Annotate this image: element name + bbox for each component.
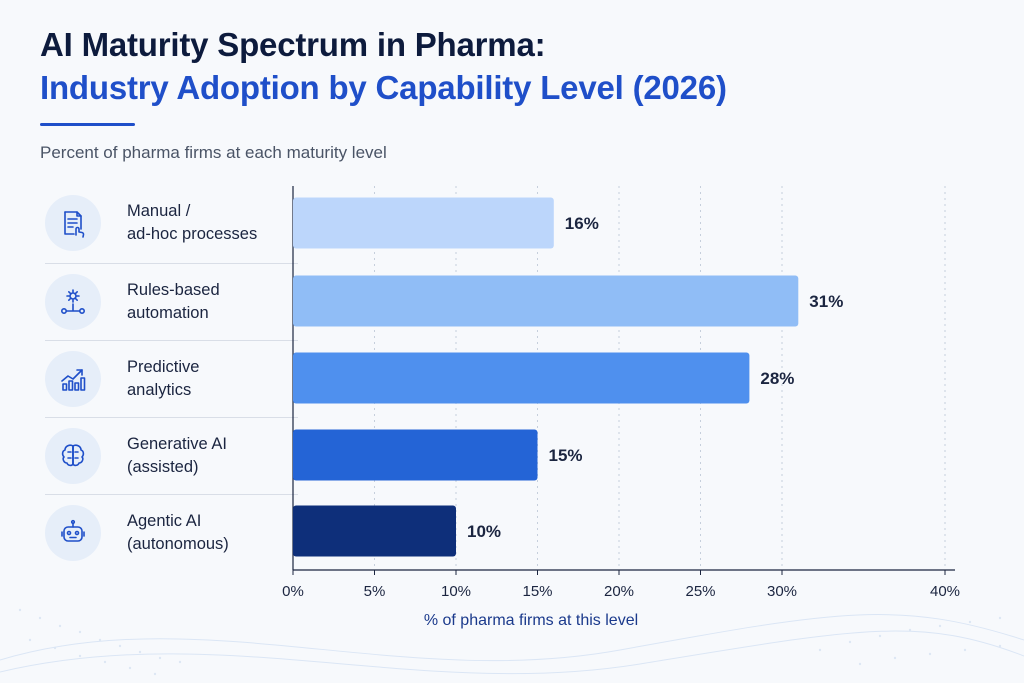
row-manual: Manual / ad-hoc processes xyxy=(45,185,298,261)
row-label: Agentic AI (autonomous) xyxy=(127,512,229,553)
bar xyxy=(293,429,538,481)
row-generative: Generative AI (assisted) xyxy=(45,418,298,494)
title-line-1: AI Maturity Spectrum in Pharma: xyxy=(40,26,546,63)
brain-circuit-icon xyxy=(45,428,101,484)
x-tick-label: 10% xyxy=(441,583,471,600)
x-tick-label: 0% xyxy=(282,583,304,600)
gear-flow-icon xyxy=(45,274,101,330)
bar-value-label: 31% xyxy=(809,292,843,311)
x-axis-title: % of pharma firms at this level xyxy=(423,612,639,629)
bar xyxy=(293,352,750,404)
bar-value-label: 28% xyxy=(760,369,794,388)
bar-value-label: 16% xyxy=(565,214,599,233)
row-label: Generative AI (assisted) xyxy=(127,435,227,476)
document-hand-icon xyxy=(45,195,101,251)
x-tick-label: 25% xyxy=(685,583,715,600)
row-label: Predictive analytics xyxy=(127,358,200,399)
bar-value-label: 15% xyxy=(549,446,583,465)
x-tick-label: 20% xyxy=(604,583,634,600)
x-tick-label: 5% xyxy=(364,583,386,600)
row-agentic: Agentic AI (autonomous) xyxy=(45,495,298,571)
title-underline xyxy=(40,123,135,126)
bar xyxy=(293,275,799,327)
row-divider xyxy=(45,494,298,495)
row-divider xyxy=(45,263,298,264)
bar-value-label: 10% xyxy=(467,522,501,541)
robot-icon xyxy=(45,505,101,561)
row-rules-based: Rules-based automation xyxy=(45,264,298,340)
row-label: Rules-based automation xyxy=(127,281,220,322)
x-tick-label: 30% xyxy=(767,583,797,600)
chart-subtitle: Percent of pharma firms at each maturity… xyxy=(40,143,387,162)
x-tick-label: 15% xyxy=(522,583,552,600)
row-label: Manual / ad-hoc processes xyxy=(127,202,258,243)
bar xyxy=(293,197,554,249)
title-line-2: Industry Adoption by Capability Level (2… xyxy=(40,69,727,106)
row-divider xyxy=(45,417,298,418)
bar xyxy=(293,505,456,557)
row-divider xyxy=(45,340,298,341)
x-tick-label: 40% xyxy=(930,583,960,600)
row-predictive: Predictive analytics xyxy=(45,341,298,417)
trend-chart-icon xyxy=(45,351,101,407)
